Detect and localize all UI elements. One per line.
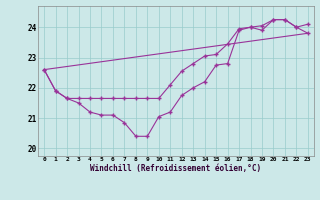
X-axis label: Windchill (Refroidissement éolien,°C): Windchill (Refroidissement éolien,°C) (91, 164, 261, 173)
